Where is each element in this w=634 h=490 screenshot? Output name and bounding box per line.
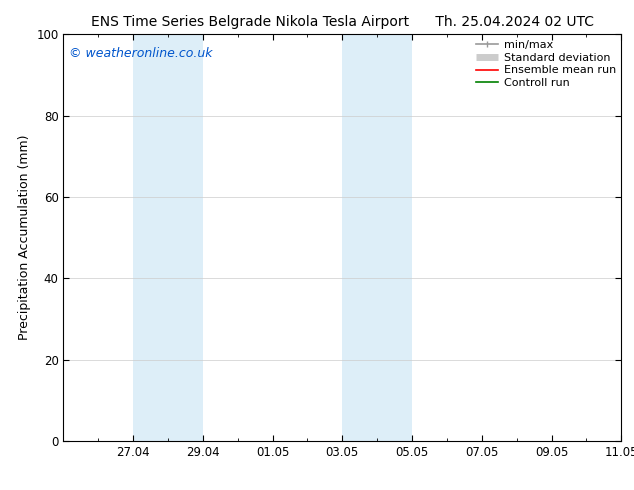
Bar (342, 34, 412, 441)
Title: ENS Time Series Belgrade Nikola Tesla Airport      Th. 25.04.2024 02 UTC: ENS Time Series Belgrade Nikola Tesla Ai… (91, 15, 594, 29)
Bar (133, 34, 203, 441)
Y-axis label: Precipitation Accumulation (mm): Precipitation Accumulation (mm) (18, 135, 30, 341)
Legend: min/max, Standard deviation, Ensemble mean run, Controll run: min/max, Standard deviation, Ensemble me… (476, 40, 616, 88)
Text: © weatheronline.co.uk: © weatheronline.co.uk (69, 47, 212, 59)
